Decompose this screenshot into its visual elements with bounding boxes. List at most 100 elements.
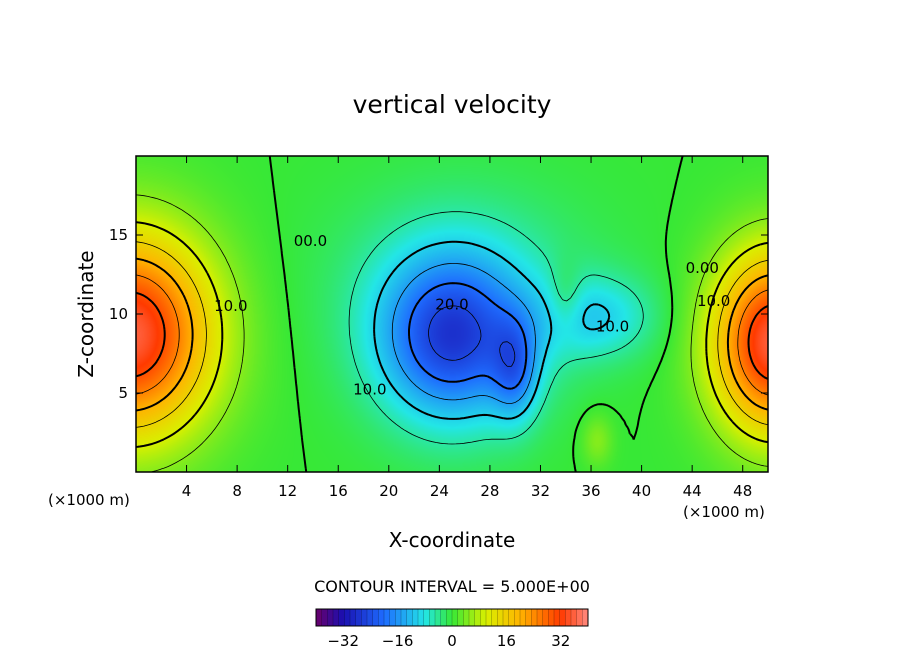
colorbar-step [520,609,527,626]
contour-line [348,211,644,445]
colorbar-step [452,609,459,626]
contour-line [136,257,768,412]
colorbar-step [435,609,442,626]
colorbar-step [480,609,487,626]
contour-line [373,240,611,420]
y-axis-ticks: 5 10 15 [109,226,768,402]
y-tick-label: 10 [109,305,128,323]
colorbar-steps [315,608,589,627]
colorbar-step [576,609,583,626]
x-tick-label: 28 [480,482,499,500]
contour-line [428,305,516,367]
contour-labels: 10.0 00.0 20.0 10.0 10.0 0.00 10.0 [214,232,730,399]
colorbar-step [350,609,357,626]
colorbar-step [446,609,453,626]
colorbar-step [457,609,464,626]
x-tick-label: 32 [531,482,550,500]
colorbar-step [429,609,436,626]
colorbar-step [316,609,323,626]
colorbar-step [378,609,385,626]
colorbar-step [367,609,374,626]
x-tick-label: 20 [379,482,398,500]
contour-lines [136,156,768,472]
x-tick-label: 24 [430,482,449,500]
colorbar-ticks: −32 −16 0 16 32 [327,632,570,650]
colorbar-step [542,609,549,626]
colorbar-step [327,609,334,626]
colorbar: −32 −16 0 16 32 [315,608,589,650]
colorbar-frame [315,608,589,627]
x-tick-label: 8 [232,482,242,500]
colorbar-step [389,609,396,626]
colorbar-tick-label: 32 [551,632,570,650]
x-tick-label: 12 [278,482,297,500]
x-unit-label-right: (×1000 m) [683,503,765,521]
y-axis-label: Z-coordinate [74,250,98,377]
colorbar-step [338,609,345,626]
contour-line [391,263,536,404]
contour-interval-label: CONTOUR INTERVAL = 5.000E+00 [314,577,590,596]
colorbar-step [571,609,578,626]
contour-line [136,221,768,448]
colorbar-step [582,609,589,626]
x-tick-label: 40 [632,482,651,500]
colorbar-tick-label: 0 [447,632,457,650]
colorbar-step [486,609,493,626]
colorbar-step [537,609,544,626]
x-axis-label: X-coordinate [389,528,516,552]
colorbar-step [423,609,430,626]
colorbar-step [418,609,425,626]
colorbar-step [503,609,510,626]
chart-title: vertical velocity [353,90,552,119]
contour-label: 00.0 [294,232,327,250]
contour-line [136,241,768,428]
colorbar-step [344,609,351,626]
colorbar-step [361,609,368,626]
colorbar-step [491,609,498,626]
contour-label: 10.0 [353,381,386,399]
x-unit-label-left: (×1000 m) [48,491,130,509]
contour-label: 10.0 [596,317,629,335]
colorbar-step [384,609,391,626]
plot-area: 10.0 00.0 20.0 10.0 10.0 0.00 10.0 [136,156,768,472]
colorbar-tick-label: −32 [327,632,359,650]
contour-label: 20.0 [435,295,468,313]
colorbar-step [401,609,408,626]
colorbar-step [412,609,419,626]
colorbar-step [372,609,379,626]
colorbar-step [508,609,515,626]
colorbar-step [395,609,402,626]
y-tick-label: 5 [118,384,128,402]
colorbar-step [497,609,504,626]
colorbar-step [525,609,532,626]
colorbar-step [565,609,572,626]
colorbar-step [469,609,476,626]
colorbar-step [514,609,521,626]
contour-label: 10.0 [214,297,247,315]
x-axis-ticks: 4 8 12 16 20 24 28 32 36 40 44 48 [182,156,752,500]
colorbar-step [355,609,362,626]
colorbar-step [463,609,470,626]
contour-line [268,156,684,472]
colorbar-tick-label: 16 [497,632,516,650]
colorbar-step [333,609,340,626]
contour-label: 0.00 [686,259,719,277]
x-tick-label: 48 [733,482,752,500]
y-tick-label: 15 [109,226,128,244]
contour-line [136,274,768,396]
colorbar-tick-label: −16 [382,632,414,650]
x-tick-label: 4 [182,482,192,500]
colorbar-step [559,609,566,626]
contour-line [408,282,528,390]
x-tick-label: 36 [581,482,600,500]
colorbar-step [548,609,555,626]
colorbar-step [406,609,413,626]
colorbar-step [321,609,328,626]
colorbar-step [474,609,481,626]
x-tick-label: 16 [329,482,348,500]
x-tick-label: 44 [683,482,702,500]
colorbar-step [440,609,447,626]
colorbar-step [554,609,561,626]
contour-label: 10.0 [697,292,730,310]
